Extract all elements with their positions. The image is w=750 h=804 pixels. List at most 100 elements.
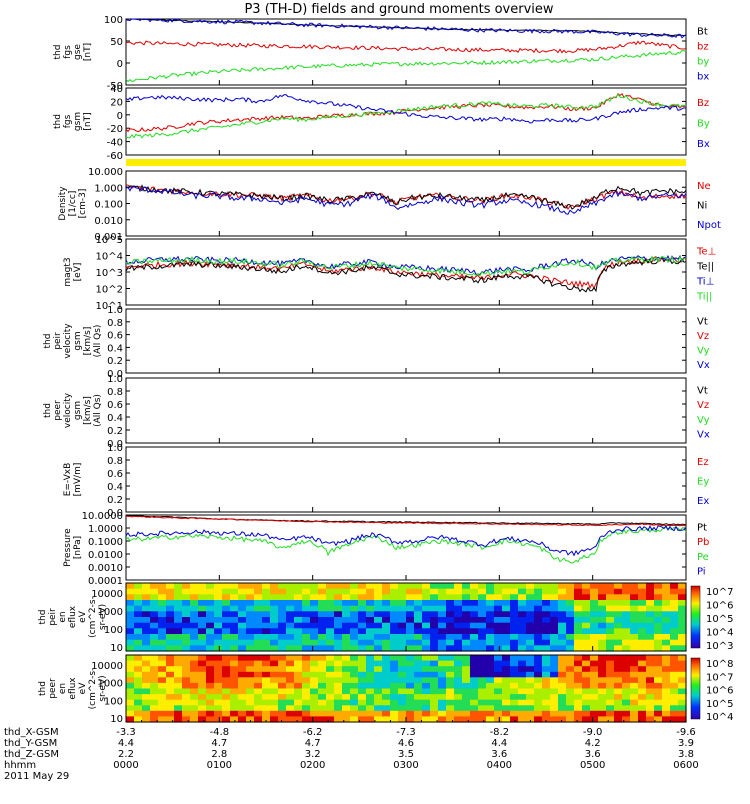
spectrogram-cell: [398, 660, 407, 667]
spectrogram-cell: [430, 677, 439, 684]
spectrogram-cell: [638, 639, 647, 646]
spectrogram-cell: [270, 588, 279, 595]
spectrogram-cell: [334, 588, 343, 595]
spectrogram-cell: [390, 634, 399, 641]
spectrogram-cell: [678, 588, 687, 595]
spectrogram-cell: [606, 594, 615, 601]
y-tick-label: 0.8: [107, 387, 123, 398]
spectrogram-cell: [134, 699, 143, 706]
spectrogram-cell: [254, 634, 263, 641]
spectrogram-cell: [518, 705, 527, 712]
spectrogram-cell: [238, 600, 247, 607]
spectrogram-cell: [646, 645, 655, 652]
spectrogram-cell: [158, 600, 167, 607]
spectrogram-cell: [654, 677, 663, 684]
spectrogram-cell: [134, 588, 143, 595]
spectrogram-cell: [590, 699, 599, 706]
spectrogram-cell: [254, 694, 263, 701]
spectrogram-cell: [406, 634, 415, 641]
spectrogram-cell: [486, 682, 495, 690]
y-tick-label: -40: [107, 138, 123, 149]
spectrogram-cell: [174, 594, 183, 601]
spectrogram-cell: [390, 688, 399, 695]
legend-Bt: Bt: [697, 27, 708, 38]
spectrogram-cell: [558, 699, 567, 706]
spectrogram-cell: [534, 583, 543, 590]
legend-By: By: [697, 119, 710, 130]
spectrogram-cell: [206, 660, 215, 667]
y-tick-label: 10000: [91, 589, 123, 600]
spectrogram-cell: [526, 622, 535, 629]
y-axis-label-line: thd: [43, 334, 53, 349]
spectrogram-cell: [174, 694, 183, 701]
spectrogram-cell: [422, 622, 431, 629]
spectrogram-cell: [494, 688, 503, 695]
spectrogram-cell: [206, 677, 215, 684]
spectrogram-cell: [526, 666, 535, 673]
spectrogram-cell: [278, 694, 287, 701]
spectrogram-cell: [326, 710, 335, 717]
spectrogram-cell: [406, 583, 415, 590]
spectrogram-cell: [246, 594, 255, 601]
spectrogram-cell: [230, 583, 239, 590]
spectrogram-cell: [534, 710, 543, 717]
spectrogram-cell: [142, 617, 151, 624]
y-axis-label-line: (All Qs): [93, 325, 103, 358]
spectrogram-cell: [350, 699, 359, 706]
spectrogram-cell: [670, 660, 679, 667]
spectrogram-cell: [662, 694, 671, 701]
spectrogram-cell: [334, 600, 343, 607]
spectrogram-cell: [510, 666, 519, 673]
spectrogram-cell: [206, 605, 215, 612]
spectrogram-cell: [286, 705, 295, 712]
y-axis-label-line: [cm-3]: [78, 189, 88, 219]
spectrogram-cell: [334, 655, 343, 662]
spectrogram-cell: [526, 594, 535, 601]
spectrogram-cell: [358, 716, 367, 723]
spectrogram-cell: [494, 677, 503, 684]
spectrogram-cell: [342, 688, 351, 695]
spectrogram-cell: [670, 716, 679, 723]
spectrogram-cell: [446, 688, 455, 695]
spectrogram-cell: [286, 682, 295, 690]
spectrogram-cell: [142, 660, 151, 667]
spectrogram-cell: [142, 716, 151, 723]
spectrogram-cell: [534, 605, 543, 612]
spectrogram-cell: [462, 699, 471, 706]
spectrogram-cell: [278, 628, 287, 635]
spectrogram-cell: [342, 622, 351, 629]
y-axis-label-line: peir: [53, 332, 63, 350]
spectrogram-cell: [478, 588, 487, 595]
spectrogram-cell: [358, 605, 367, 612]
spectrogram-cell: [646, 705, 655, 712]
spectrogram-cell: [222, 655, 231, 662]
spectrogram-cell: [446, 639, 455, 646]
spectrogram-cell: [414, 660, 423, 667]
spectrogram-cell: [630, 583, 639, 590]
y-tick-label: 0.4: [107, 343, 123, 354]
spectrogram-cell: [446, 682, 455, 690]
spectrogram-cell: [366, 671, 375, 678]
panel-frame: [125, 377, 687, 444]
spectrogram-cell: [230, 645, 239, 652]
spectrogram-cell: [590, 660, 599, 667]
spectrogram-cell: [222, 677, 231, 684]
series-line-Bz: [125, 92, 687, 133]
spectrogram-cell: [510, 634, 519, 641]
spectrogram-cell: [446, 666, 455, 673]
spectrogram-cell: [206, 628, 215, 635]
spectrogram-cell: [278, 634, 287, 641]
spectrogram-cell: [190, 710, 199, 717]
spectrogram-cell: [550, 694, 559, 701]
spectrogram-cell: [654, 594, 663, 601]
spectrogram-cell: [278, 716, 287, 723]
spectrogram-cell: [342, 716, 351, 723]
spectrogram-cell: [670, 694, 679, 701]
spectrogram-cell: [134, 622, 143, 629]
spectrogram-cell: [518, 694, 527, 701]
spectrogram-cell: [614, 666, 623, 673]
spectrogram-cell: [198, 645, 207, 652]
legend-Pb: Pb: [697, 537, 709, 548]
spectrogram-cell: [262, 583, 271, 590]
legend-Vt: Vt: [697, 316, 708, 327]
